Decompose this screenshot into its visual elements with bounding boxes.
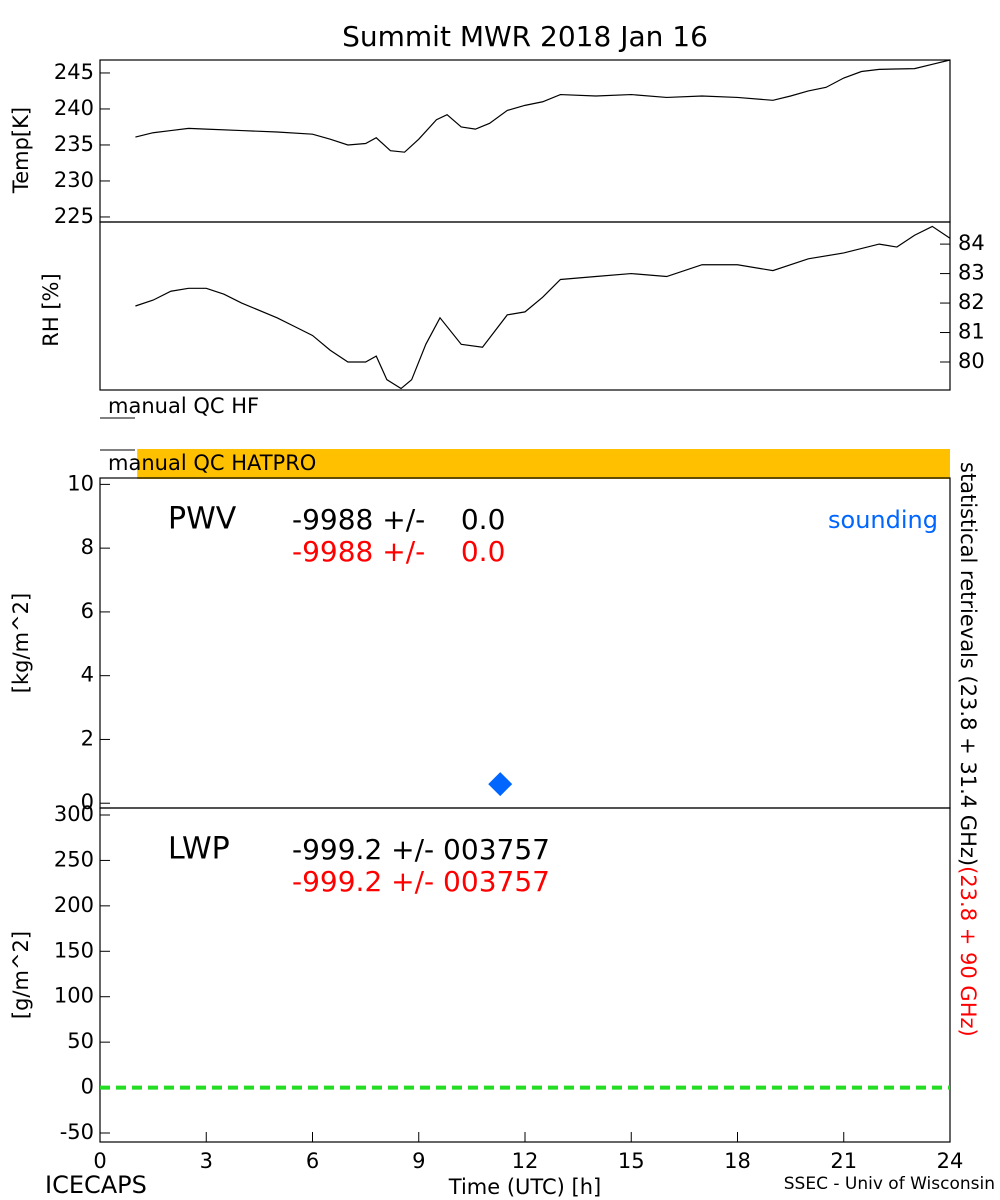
readout: -999.2 +/- 003757: [292, 865, 550, 898]
x-tick-label: 24: [937, 1149, 964, 1173]
y-tick-label: 200: [54, 893, 94, 917]
y-tick-label: 225: [54, 204, 94, 228]
legend-entry: sounding: [828, 506, 938, 534]
qc-label: manual QC HATPRO: [108, 451, 316, 475]
y-tick-label: 81: [958, 320, 985, 344]
data-line: [135, 59, 951, 153]
x-tick-label: 15: [618, 1149, 645, 1173]
y-tick-label: 8: [81, 535, 94, 559]
y-axis-label: [kg/m^2]: [9, 593, 33, 693]
x-tick-label: 0: [93, 1149, 106, 1173]
footer-right: SSEC - Univ of Wisconsin: [784, 1174, 995, 1194]
plot-frame: [99, 221, 951, 391]
x-tick-label: 21: [830, 1149, 857, 1173]
y-tick-label: 84: [958, 231, 985, 255]
y-tick-label: 80: [958, 349, 985, 373]
y-tick-label: 230: [54, 168, 94, 192]
footer-left: ICECAPS: [45, 1171, 147, 1199]
y-tick-label: 2: [81, 726, 94, 750]
y-axis-label: Temp[K]: [9, 107, 33, 194]
y-tick-label: 83: [958, 261, 985, 285]
y-tick-label: 0: [81, 1075, 94, 1099]
y-tick-label: 50: [67, 1029, 94, 1053]
y-tick-label: -50: [60, 1120, 94, 1144]
x-tick-label: 12: [512, 1149, 539, 1173]
y-tick-label: 235: [54, 132, 94, 156]
plot-frame: [99, 59, 951, 223]
side-label: statistical retrievals (23.8 + 31.4 GHz)…: [956, 462, 980, 1037]
y-tick-label: 100: [54, 984, 94, 1008]
side-label-red: (23.8 + 90 GHz): [956, 866, 980, 1037]
x-tick-label: 3: [200, 1149, 213, 1173]
x-axis-label: Time (UTC) [h]: [448, 1175, 601, 1199]
panel-label: LWP: [168, 832, 230, 867]
readout: -9988 +/- 0.0: [292, 535, 505, 568]
y-tick-label: 4: [81, 663, 94, 687]
x-tick-label: 18: [724, 1149, 751, 1173]
readout: -9988 +/- 0.0: [292, 503, 505, 536]
y-tick-label: 150: [54, 938, 94, 962]
y-tick-label: 300: [54, 802, 94, 826]
y-tick-label: 250: [54, 847, 94, 871]
data-line: [135, 225, 951, 390]
y-axis-label: [g/m^2]: [9, 931, 33, 1019]
readout: -999.2 +/- 003757: [292, 833, 550, 866]
qc-label: manual QC HF: [108, 394, 259, 418]
panel-label: PWV: [168, 502, 237, 537]
x-tick-label: 9: [412, 1149, 425, 1173]
sounding-point: [488, 772, 513, 797]
x-tick-label: 6: [306, 1149, 319, 1173]
y-tick-label: 240: [54, 96, 94, 120]
y-tick-label: 10: [67, 471, 94, 495]
y-axis-label: RH [%]: [39, 273, 63, 346]
y-tick-label: 0: [81, 790, 94, 814]
y-tick-label: 245: [54, 60, 94, 84]
qc-bar: [137, 449, 950, 479]
side-label-black: statistical retrievals (23.8 + 31.4 GHz): [956, 462, 980, 866]
chart-title: Summit MWR 2018 Jan 16: [342, 20, 708, 53]
y-tick-label: 6: [81, 599, 94, 623]
y-tick-label: 82: [958, 290, 985, 314]
